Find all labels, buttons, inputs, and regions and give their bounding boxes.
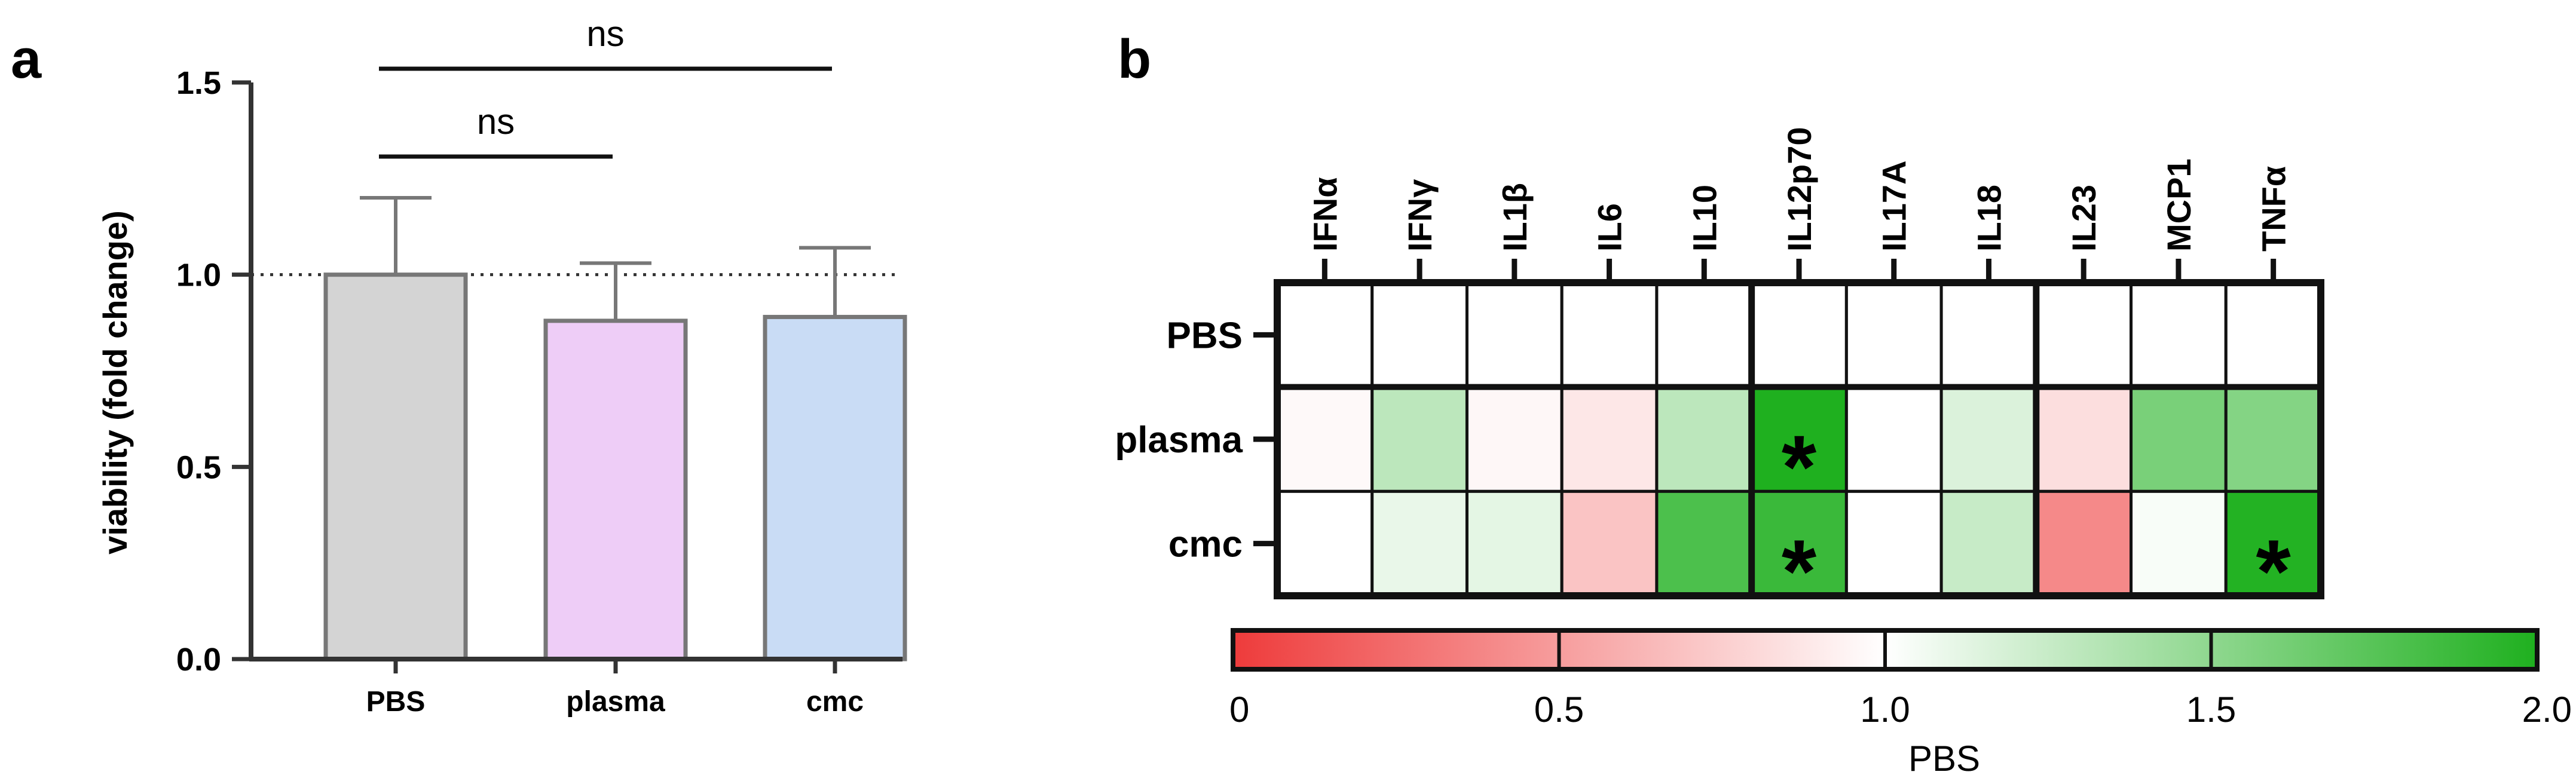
heatmap-cell xyxy=(1655,489,1754,598)
heatmap-cell xyxy=(1655,385,1754,493)
bar xyxy=(323,272,468,661)
bar-chart: PBS plasma cmc 0.0 0.5 1.0 1.5 ns ns xyxy=(176,14,907,718)
colorbar-tick-label: 0 xyxy=(1229,690,1249,730)
heatmap-cell xyxy=(1939,385,2038,493)
significance-star: * xyxy=(1782,416,1817,517)
heatmap-cell xyxy=(1465,385,1564,493)
panel-b-label: b xyxy=(1118,29,1151,90)
column-label: MCP1 xyxy=(2160,158,2198,252)
row-label: cmc xyxy=(1168,524,1243,565)
heatmap-cell xyxy=(1560,489,1659,598)
heatmap-cell xyxy=(1465,489,1564,598)
heatmap-cell xyxy=(2224,281,2323,389)
colorbar-tick-label: 0.5 xyxy=(1534,690,1584,730)
bar xyxy=(763,314,907,661)
column-label: TNFα xyxy=(2255,166,2293,252)
heatmap-cell xyxy=(2130,489,2228,598)
colorbar-title: PBS xyxy=(1908,739,1980,779)
y-tick-label: 1.0 xyxy=(176,258,221,293)
row-label: plasma xyxy=(1115,419,1243,461)
heatmap-cell xyxy=(1370,281,1468,389)
heatmap-cell xyxy=(1844,385,1943,493)
y-tick-label: 1.5 xyxy=(176,65,221,101)
heatmap-cell xyxy=(1844,489,1943,598)
x-tick-label: plasma xyxy=(566,686,665,718)
panel-a-label: a xyxy=(11,29,42,90)
colorbar-tick-label: 1.5 xyxy=(2186,690,2236,730)
heatmap-cell xyxy=(2035,281,2133,389)
column-label: IL1β xyxy=(1496,183,1534,252)
heatmap-cell xyxy=(1465,281,1564,389)
heatmap-cell xyxy=(2130,281,2228,389)
column-label: IL10 xyxy=(1685,185,1723,252)
column-label: IL23 xyxy=(2065,185,2103,252)
column-label: IFNα xyxy=(1306,177,1344,252)
column-label: IL17A xyxy=(1876,161,1913,252)
heatmap-cell xyxy=(2035,489,2133,598)
colorbar-tick-label: 1.0 xyxy=(1860,690,1910,730)
heatmap-cell xyxy=(1844,281,1943,389)
x-tick-label: PBS xyxy=(366,686,426,718)
heatmap-cell xyxy=(2224,385,2323,493)
heatmap-cell xyxy=(1275,489,1374,598)
heatmap-cell xyxy=(1560,281,1659,389)
heatmap-cell xyxy=(1655,281,1754,389)
heatmap-cell xyxy=(2130,385,2228,493)
heatmap-cell xyxy=(1939,281,2038,389)
significance-label: ns xyxy=(586,14,624,54)
heatmap-cell xyxy=(1370,385,1468,493)
colorbar-tick-label: 2.0 xyxy=(2522,690,2572,730)
heatmap: IFNα IFNγ IL1β IL6 IL10 IL12p70 IL17A IL18 IL23 M… xyxy=(1115,127,2572,730)
heatmap-cell xyxy=(1275,281,1374,389)
x-tick-label: cmc xyxy=(806,686,864,718)
heatmap-cell xyxy=(1560,385,1659,493)
y-tick-label: 0.0 xyxy=(176,642,221,678)
row-label: PBS xyxy=(1167,315,1243,356)
significance-star: * xyxy=(2256,521,2291,621)
y-tick-label: 0.5 xyxy=(176,449,221,485)
significance-label: ns xyxy=(477,102,515,142)
heatmap-cell xyxy=(1939,489,2038,598)
column-label: IFNγ xyxy=(1401,179,1439,252)
bar xyxy=(543,318,688,661)
heatmap-cell xyxy=(1370,489,1468,598)
significance-star: * xyxy=(1782,521,1817,621)
y-axis-title: viability (fold change) xyxy=(96,210,134,555)
heatmap-cell xyxy=(2035,385,2133,493)
heatmap-cell xyxy=(1275,385,1374,493)
column-label: IL12p70 xyxy=(1780,127,1818,252)
column-label: IL18 xyxy=(1970,185,2008,252)
column-label: IL6 xyxy=(1591,203,1629,252)
heatmap-cell xyxy=(1750,281,1848,389)
